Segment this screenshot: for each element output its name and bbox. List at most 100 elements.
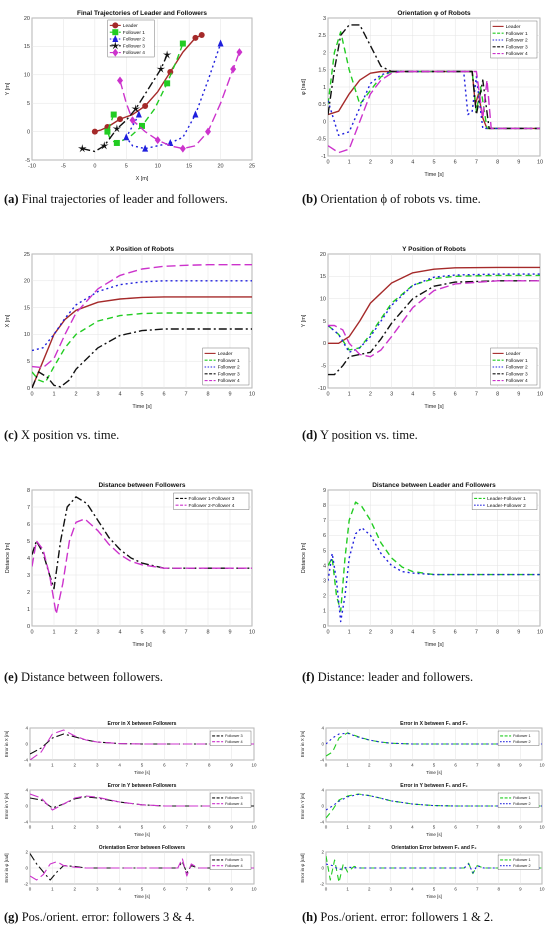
x-tick-label: 10 bbox=[539, 825, 545, 830]
x-tick-label: 6 bbox=[163, 887, 166, 892]
chart-f: 0 1 2 3 4 5 6 7 8 9 10 0 1 2 3 4 5 6 7 8 9 Distance between L… bbox=[301, 482, 543, 648]
x-tick-label: 10 bbox=[249, 630, 255, 636]
legend-label-3: Follower 2 bbox=[218, 365, 240, 371]
y-tick-label: 0 bbox=[25, 742, 28, 747]
y-tick-label: -10 bbox=[318, 386, 326, 392]
legend-label-2: Follower 2-Follower 4 bbox=[189, 503, 235, 509]
series-marker-3 bbox=[142, 144, 149, 152]
x-tick-label: 0 bbox=[325, 887, 328, 892]
series-marker-3 bbox=[217, 39, 224, 47]
x-axis-label: Time [s] bbox=[426, 894, 442, 899]
legend: Follower 1 Follower 2 bbox=[497, 854, 540, 870]
x-tick-label: 3 bbox=[96, 392, 99, 398]
series-marker-1 bbox=[142, 103, 149, 110]
x-axis-label: Time [s] bbox=[426, 770, 442, 775]
y-tick-label: 0 bbox=[323, 119, 326, 125]
y-tick-label: 4 bbox=[321, 788, 324, 793]
y-tick-label: 2 bbox=[321, 850, 324, 855]
y-tick-label: 7 bbox=[323, 518, 326, 524]
x-tick-label: 7 bbox=[186, 825, 189, 830]
legend-label-1: Follower 1 bbox=[513, 796, 531, 800]
series-marker-4 bbox=[100, 141, 109, 150]
x-tick-label: 10 bbox=[155, 164, 161, 170]
x-tick-label: 4 bbox=[118, 763, 121, 768]
x-tick-label: 5 bbox=[141, 887, 144, 892]
x-tick-label: 6 bbox=[163, 763, 166, 768]
legend-label-1: Follower 3 bbox=[225, 796, 243, 800]
legend-label-1: Leader-Follower 1 bbox=[487, 496, 526, 502]
caption-b: (b) Orientation ϕ of robots vs. time. bbox=[302, 192, 481, 206]
x-tick-label: 1 bbox=[51, 887, 54, 892]
y-tick-label: -1 bbox=[321, 154, 326, 160]
series-line-3 bbox=[125, 43, 222, 150]
series-marker-5 bbox=[230, 65, 237, 74]
chart-title: Error in X between Followers bbox=[108, 721, 177, 727]
x-tick-label: 10 bbox=[539, 763, 545, 768]
legend-label-1: Follower 1 bbox=[513, 858, 531, 862]
x-tick-label: 0 bbox=[93, 164, 96, 170]
series-line-1 bbox=[326, 793, 542, 819]
y-tick-label: 4 bbox=[25, 726, 28, 731]
y-tick-label: 2.5 bbox=[318, 33, 326, 39]
panel-g: 0 1 2 3 4 5 6 7 8 9 10 -4 0 4 Error in X between Follo… bbox=[0, 718, 262, 908]
series-line-2 bbox=[30, 729, 254, 760]
x-tick-label: 7 bbox=[184, 392, 187, 398]
x-tick-label: 10 bbox=[537, 160, 543, 166]
x-tick-label: 0 bbox=[326, 630, 329, 636]
y-axis-label: Error in Y [m] bbox=[300, 793, 305, 819]
x-tick-label: 7 bbox=[184, 630, 187, 636]
x-tick-label: 2 bbox=[368, 763, 371, 768]
x-tick-label: 9 bbox=[517, 630, 520, 636]
legend-marker-1 bbox=[112, 22, 119, 29]
y-tick-label: 0 bbox=[25, 804, 28, 809]
series-marker-3 bbox=[123, 133, 130, 141]
x-tick-label: 2 bbox=[369, 160, 372, 166]
y-tick-label: 6 bbox=[27, 522, 30, 528]
y-axis-label: Y [m] bbox=[301, 314, 307, 327]
x-tick-label: 3 bbox=[390, 392, 393, 398]
y-axis-label: Y [m] bbox=[5, 82, 11, 95]
chart-title: Distance between Followers bbox=[98, 482, 185, 489]
x-tick-label: 2 bbox=[74, 630, 77, 636]
legend-label-2: Follower 2 bbox=[513, 864, 531, 868]
x-tick-label: 7 bbox=[186, 763, 189, 768]
y-tick-label: 1 bbox=[27, 607, 30, 613]
y-tick-label: 5 bbox=[323, 548, 326, 554]
legend-label-5: Follower 4 bbox=[506, 51, 528, 57]
x-tick-label: 1 bbox=[348, 160, 351, 166]
legend: Follower 1 Follower 2 bbox=[497, 792, 540, 808]
x-tick-label: 0 bbox=[30, 630, 33, 636]
x-axis-label: Time [s] bbox=[132, 404, 152, 410]
series-line-5 bbox=[328, 70, 540, 154]
series-marker-2 bbox=[104, 128, 111, 135]
series-line-2 bbox=[326, 863, 542, 874]
y-tick-label: 1.5 bbox=[318, 68, 326, 74]
y-tick-label: 0 bbox=[25, 866, 28, 871]
legend-label-2: Follower 2 bbox=[513, 802, 531, 806]
x-tick-label: 10 bbox=[537, 630, 543, 636]
x-tick-label: 9 bbox=[519, 825, 522, 830]
x-tick-label: 2 bbox=[369, 392, 372, 398]
series-line-2 bbox=[328, 527, 540, 623]
y-tick-label: -2 bbox=[320, 882, 324, 887]
series-group bbox=[32, 264, 252, 388]
x-tick-label: 0 bbox=[29, 763, 32, 768]
x-tick-label: 9 bbox=[519, 763, 522, 768]
x-tick-label: 7 bbox=[476, 887, 479, 892]
legend-label-2: Follower 4 bbox=[225, 802, 243, 806]
y-tick-label: -4 bbox=[320, 820, 324, 825]
series-line-1 bbox=[328, 501, 540, 612]
x-tick-label: 3 bbox=[390, 763, 393, 768]
x-tick-label: 8 bbox=[498, 825, 501, 830]
series-line-3 bbox=[328, 273, 540, 354]
legend-label-1: Follower 1-Follower 3 bbox=[189, 496, 235, 502]
x-tick-label: 5 bbox=[432, 160, 435, 166]
y-axis-label: Error in Y [m] bbox=[4, 793, 9, 819]
y-tick-label: 10 bbox=[24, 332, 30, 338]
